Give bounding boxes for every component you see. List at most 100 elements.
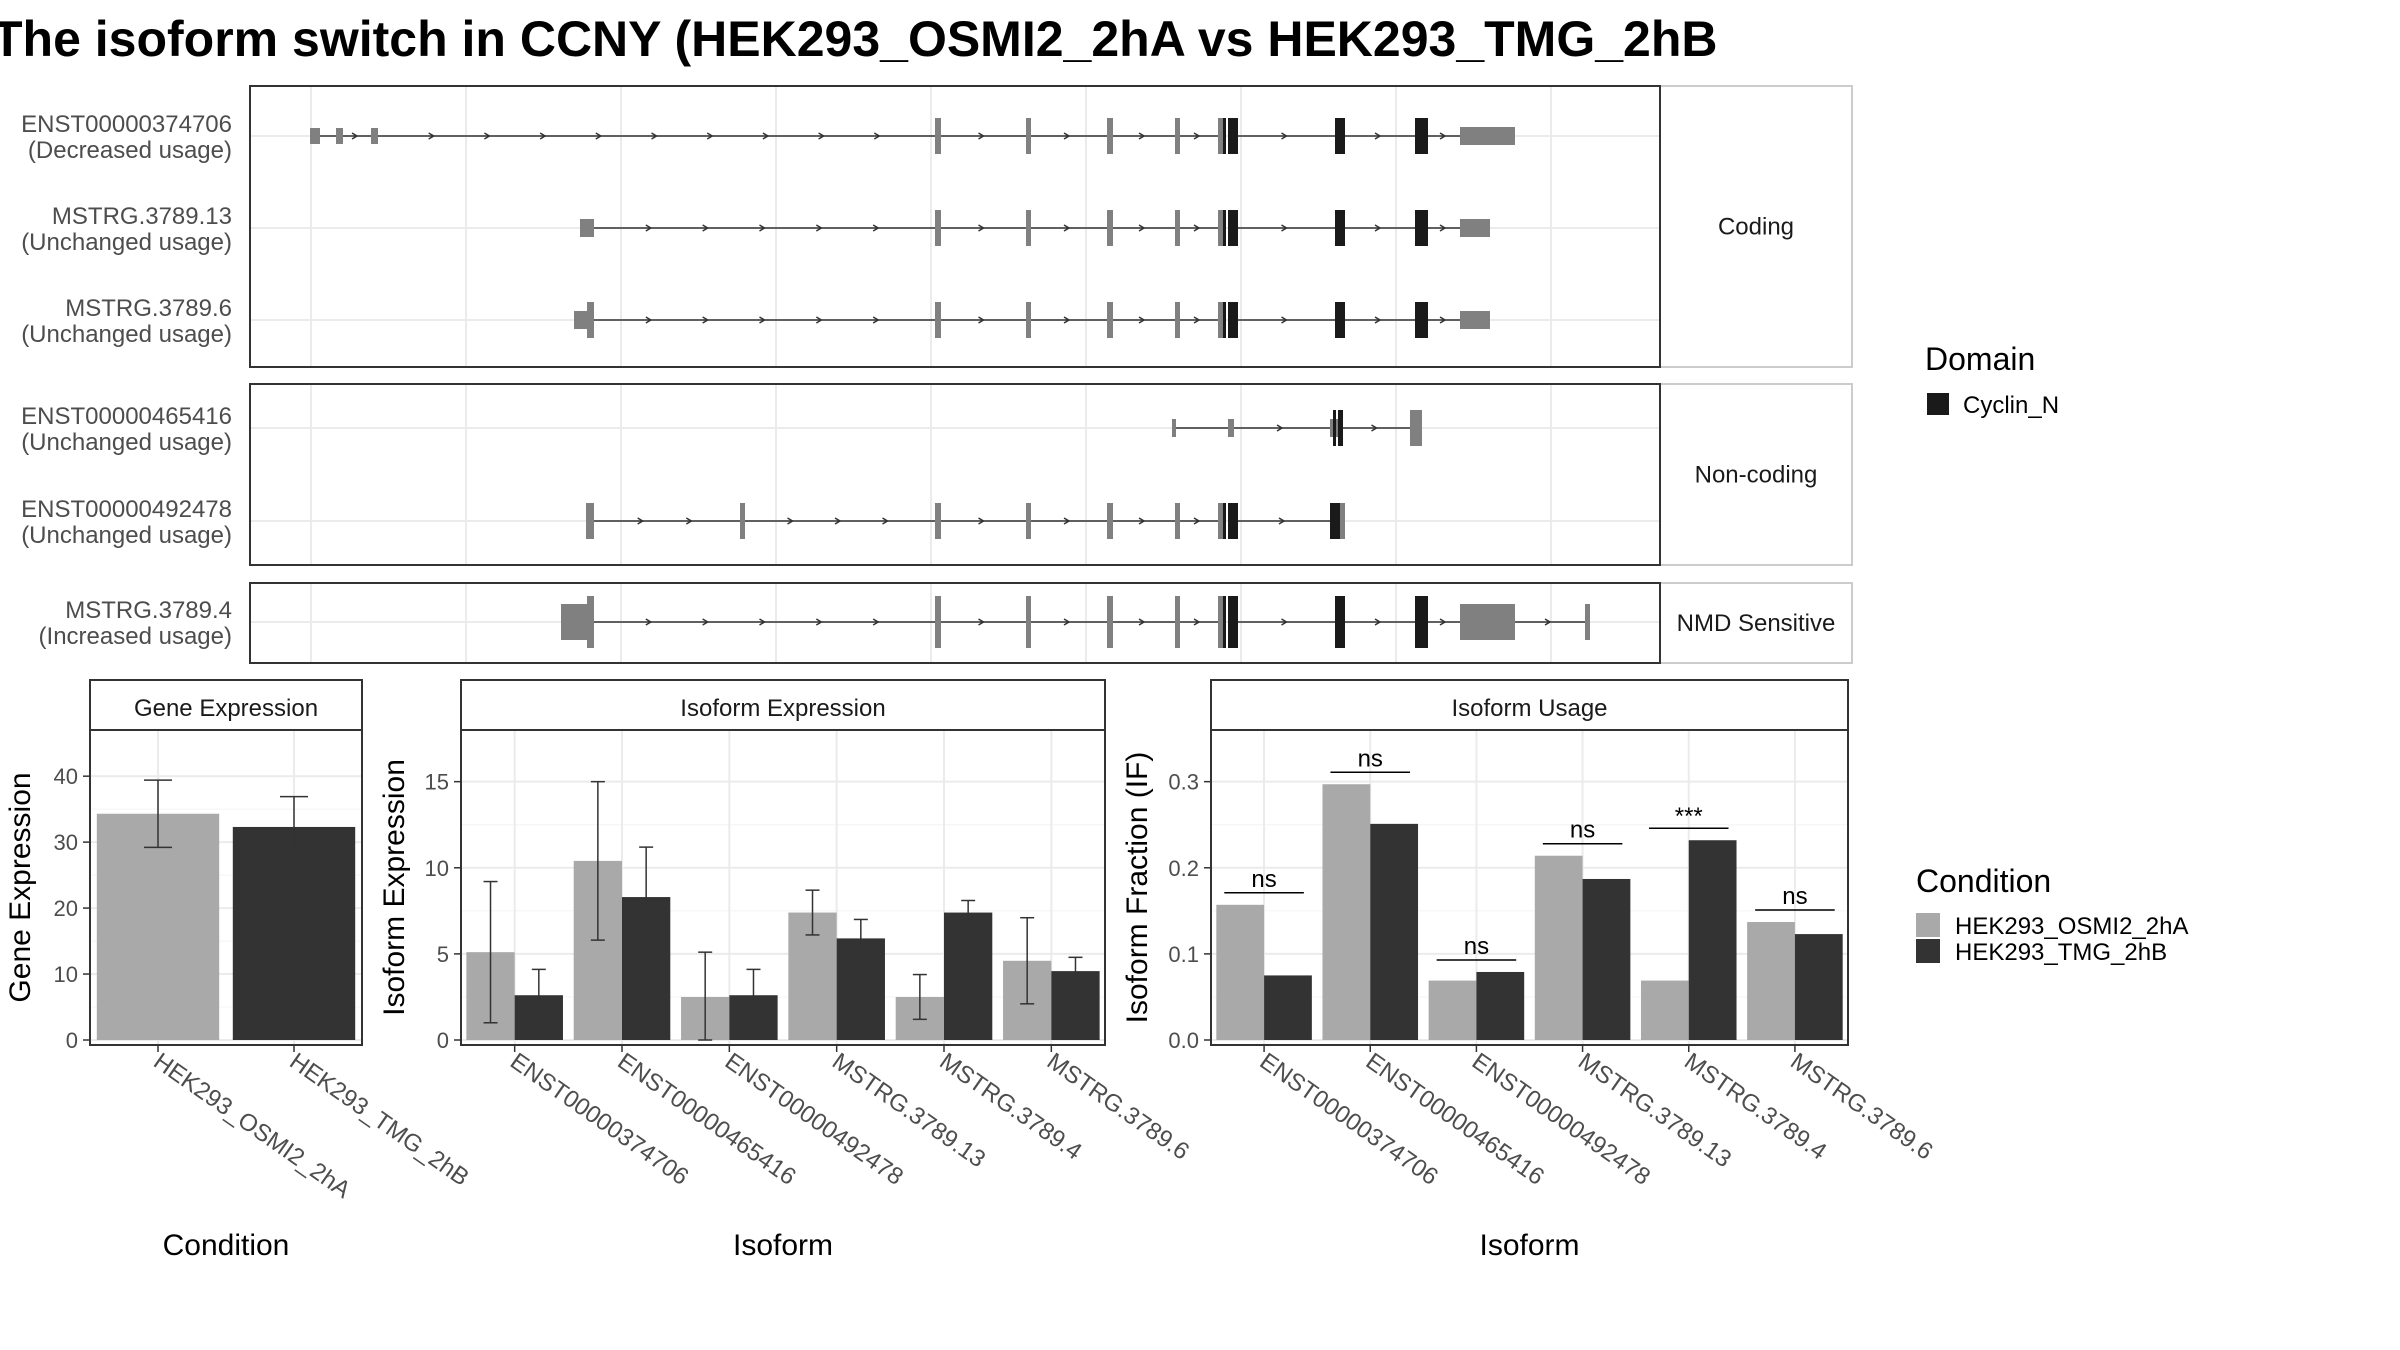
intron-arrow — [1193, 618, 1201, 626]
intron-arrow — [645, 618, 653, 626]
exon-block — [1340, 503, 1345, 539]
intron-arrow — [1281, 132, 1288, 140]
intron-arrow — [834, 517, 842, 525]
transcript-usage-label: (Unchanged usage) — [21, 321, 232, 348]
transcript-id-label: ENST00000492478 — [21, 496, 232, 523]
exon-block — [336, 128, 343, 144]
transcript-ENST00000492478: ENST00000492478(Unchanged usage) — [21, 496, 1345, 549]
exon-block — [740, 503, 745, 539]
intron-arrow — [1439, 316, 1447, 324]
transcript-usage-label: (Increased usage) — [39, 623, 232, 650]
bar — [1747, 922, 1795, 1040]
intron-arrow — [428, 132, 436, 140]
significance-label: ns — [1251, 866, 1276, 893]
x-axis-title: Isoform — [1479, 1229, 1579, 1262]
significance-label: *** — [1675, 803, 1703, 830]
intron-arrow — [539, 132, 547, 140]
x-tick-label: ENST00000465416 — [1361, 1048, 1549, 1191]
y-tick-label: 0.0 — [1168, 1028, 1199, 1053]
exon-block — [1460, 604, 1515, 640]
intron-arrow — [1138, 132, 1146, 140]
figure-title: The isoform switch in CCNY (HEK293_OSMI2… — [0, 11, 1718, 67]
exon-block — [1026, 118, 1031, 154]
transcript-id-label: MSTRG.3789.4 — [65, 597, 232, 624]
exon-block — [1107, 118, 1113, 154]
transcript-usage-label: (Unchanged usage) — [21, 429, 232, 456]
domain-legend-label: Cyclin_N — [1963, 392, 2059, 419]
intron-arrow — [1439, 224, 1447, 232]
significance-label: ns — [1464, 933, 1489, 960]
y-tick-label: 15 — [425, 770, 449, 795]
exon-block — [1460, 127, 1515, 145]
exon-block — [1175, 210, 1180, 246]
intron-arrow — [1193, 517, 1201, 525]
bar-chart-panels: Gene Expression010203040HEK293_OSMI2_2hA… — [4, 679, 1938, 1262]
condition-legend-swatch — [1916, 913, 1940, 937]
domain-legend-title: Domain — [1925, 341, 2035, 377]
exon-block — [1585, 604, 1590, 640]
intron-arrow — [872, 618, 880, 626]
panel-strip-label: NMD Sensitive — [1677, 610, 1836, 637]
intron-arrow — [1439, 618, 1447, 626]
intron-arrow — [815, 618, 823, 626]
exon-block — [1410, 410, 1422, 446]
cyclin-n-domain — [1228, 596, 1238, 648]
intron-arrow — [1193, 132, 1201, 140]
intron-arrow — [818, 132, 826, 140]
exon-block — [586, 503, 594, 539]
y-axis-title: Isoform Expression — [378, 759, 411, 1016]
y-axis-title: Isoform Fraction (IF) — [1121, 752, 1154, 1024]
intron-arrow — [651, 132, 658, 140]
intron-arrow — [882, 517, 889, 525]
cyclin-n-domain — [1335, 210, 1345, 246]
condition-legend-title: Condition — [1916, 863, 2051, 899]
y-tick-label: 0.1 — [1168, 942, 1199, 967]
intron-arrow — [762, 132, 770, 140]
exon-block — [1026, 302, 1031, 338]
cyclin-n-domain — [1223, 596, 1226, 648]
cyclin-n-domain — [1228, 210, 1238, 246]
bar — [1640, 980, 1689, 1040]
x-axis-title: Isoform — [733, 1229, 833, 1262]
condition-legend-swatch — [1916, 939, 1940, 963]
y-tick-label: 20 — [54, 896, 78, 921]
cyclin-n-domain — [1228, 302, 1238, 338]
intron-arrow — [1374, 316, 1382, 324]
intron-arrow — [1063, 618, 1071, 626]
y-tick-label: 0 — [437, 1028, 449, 1053]
intron-arrow — [872, 224, 880, 232]
bar — [1264, 975, 1312, 1040]
y-axis-title: Gene Expression — [4, 772, 37, 1002]
cyclin-n-domain — [1335, 596, 1345, 648]
intron-arrow — [978, 618, 985, 626]
intron-arrow — [637, 517, 645, 525]
intron-arrow — [1063, 132, 1071, 140]
exon-block — [1026, 503, 1031, 539]
intron-arrow — [1138, 618, 1146, 626]
transcript-MSTRG.3789.13: MSTRG.3789.13(Unchanged usage) — [21, 203, 1490, 256]
bar — [1428, 980, 1477, 1040]
intron-arrow — [1374, 224, 1382, 232]
y-tick-label: 5 — [437, 942, 449, 967]
intron-arrow — [1371, 424, 1378, 432]
significance-label: ns — [1782, 883, 1807, 910]
intron-arrow — [815, 224, 823, 232]
y-tick-label: 0.2 — [1168, 856, 1199, 881]
x-tick-label: ENST00000374706 — [505, 1048, 693, 1191]
bar — [944, 912, 993, 1040]
cyclin-n-domain — [1223, 302, 1226, 338]
exon-block — [1175, 596, 1180, 648]
cyclin-n-domain — [1335, 302, 1345, 338]
exon-block — [1218, 596, 1223, 648]
exon-block — [1107, 596, 1113, 648]
intron-arrow — [702, 316, 710, 324]
exon-block — [1175, 503, 1180, 539]
transcript-id-label: MSTRG.3789.13 — [52, 203, 232, 230]
bar — [1794, 934, 1843, 1040]
exon-block — [935, 503, 941, 539]
exon-block — [935, 596, 941, 648]
intron-arrow — [815, 316, 823, 324]
intron-arrow — [1281, 618, 1288, 626]
x-tick-label: ENST00000492478 — [1467, 1048, 1655, 1191]
